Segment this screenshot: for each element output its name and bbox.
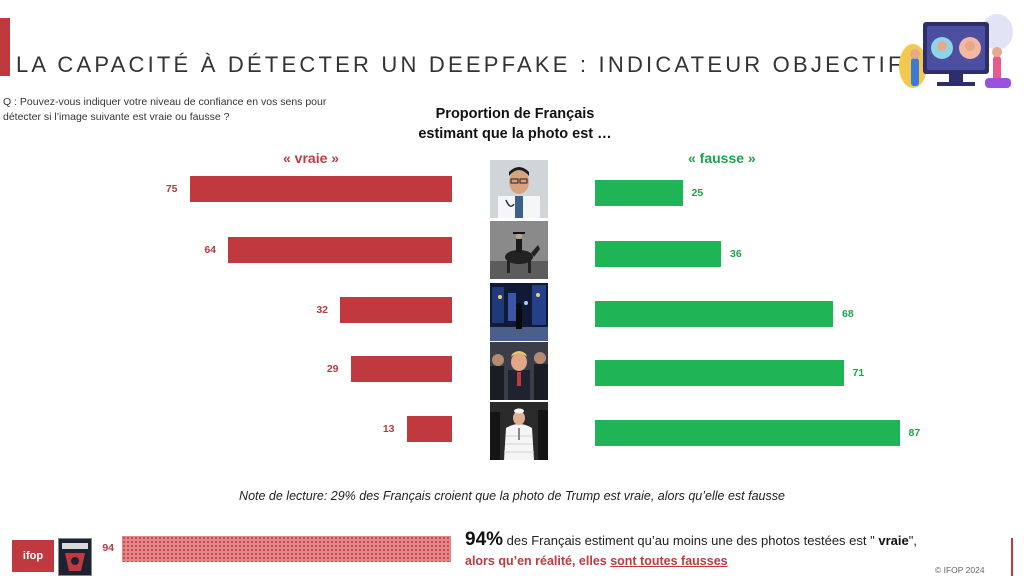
pope-puffer-photo: [490, 402, 548, 460]
value-label-vraie-1: 75: [165, 183, 178, 195]
conclusion-line-2: alors qu’en réalité, elles sont toutes f…: [465, 554, 728, 568]
value-label-fausse-1: 25: [691, 187, 704, 199]
bar-fausse-2: [595, 241, 721, 267]
city-night-photo: [490, 283, 548, 341]
value-label-vraie-4: 29: [326, 363, 339, 375]
value-label-vraie-5: 13: [382, 423, 395, 435]
total-value-label: 94: [102, 542, 114, 554]
footer-divider: [1011, 538, 1013, 576]
copyright: © IFOP 2024: [935, 565, 985, 575]
value-label-fausse-4: 71: [852, 367, 865, 379]
chart-subtitle: Proportion de Français estimant que la p…: [380, 104, 650, 144]
trump-arrest-photo: [490, 342, 548, 400]
bar-vraie-4: [350, 356, 452, 382]
page-title: LA CAPACITÉ À DÉTECTER UN DEEPFAKE : IND…: [16, 51, 905, 77]
conclusion-text-1: des Français estiment qu’au moins une de…: [503, 533, 879, 548]
bar-fausse-5: [595, 420, 900, 446]
conclusion-underlined: sont toutes fausses: [610, 554, 728, 568]
value-label-vraie-2: 64: [204, 244, 216, 256]
bar-fausse-1: [595, 180, 683, 206]
title-accent-bar: [0, 18, 10, 76]
value-label-vraie-3: 32: [316, 304, 328, 316]
series-label-fausse: « fausse »: [688, 150, 756, 166]
doctor-photo: [490, 160, 548, 218]
partner-logo: [58, 538, 92, 576]
bar-vraie-2: [228, 237, 452, 263]
conclusion-bold: vraie: [878, 533, 909, 548]
reading-note: Note de lecture: 29% des Français croien…: [239, 489, 785, 503]
survey-question: Q : Pouvez-vous indiquer votre niveau de…: [3, 96, 327, 123]
bar-vraie-3: [340, 297, 452, 323]
conclusion-line-1: 94% des Français estiment qu’au moins un…: [465, 529, 917, 552]
horseman-photo: [490, 221, 548, 279]
subtitle-line-2: estimant que la photo est …: [418, 126, 612, 142]
conclusion-text-2: ",: [908, 533, 917, 548]
bar-fausse-4: [595, 360, 844, 386]
value-label-fausse-3: 68: [842, 308, 854, 320]
value-label-fausse-5: 87: [908, 427, 921, 439]
value-label-fausse-2: 36: [730, 248, 742, 260]
series-label-vraie: « vraie »: [283, 150, 340, 166]
bar-fausse-3: [595, 301, 833, 327]
bar-vraie-1: [189, 176, 452, 202]
deepfake-illustration: [899, 14, 1013, 88]
conclusion-line-2-start: alors qu’en réalité, elles: [465, 554, 611, 568]
subtitle-line-1: Proportion de Français: [435, 106, 595, 122]
ifop-logo: ifop: [12, 540, 54, 572]
total-bar: [122, 536, 451, 562]
conclusion-percentage: 94%: [465, 529, 504, 550]
bar-vraie-5: [406, 416, 452, 442]
